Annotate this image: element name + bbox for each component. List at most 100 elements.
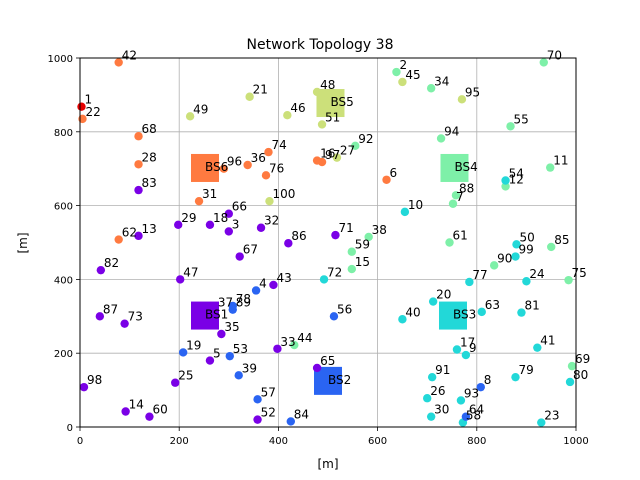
node-label: 19 <box>186 338 201 352</box>
node-label: 64 <box>469 403 484 417</box>
node-label: 16 <box>320 147 335 161</box>
node-label: 12 <box>509 172 524 186</box>
node-point <box>501 176 510 185</box>
y-tick-label: 600 <box>54 202 73 213</box>
node-label: 6 <box>390 166 398 180</box>
node-label: 41 <box>540 334 555 348</box>
node-label: 36 <box>251 151 266 165</box>
node-point <box>174 220 183 229</box>
base-station-label: BS5 <box>330 95 353 109</box>
node-point <box>332 153 342 162</box>
node-label: 81 <box>524 299 539 313</box>
node-label: 53 <box>233 342 248 356</box>
node-point <box>269 280 278 290</box>
node-point <box>501 182 510 191</box>
node-point <box>79 382 89 392</box>
base-station-label: BS4 <box>454 160 477 174</box>
node-label: 4 <box>259 276 267 290</box>
node-point <box>457 95 467 104</box>
node-point <box>546 163 555 172</box>
node-label: 95 <box>465 85 480 99</box>
node-point <box>426 84 436 93</box>
node-label: 48 <box>320 78 335 92</box>
node-point <box>347 264 357 274</box>
node-point <box>210 305 220 314</box>
node-label: 70 <box>547 48 562 62</box>
node-point <box>567 361 577 371</box>
node-label: 99 <box>518 243 533 257</box>
node-label: 66 <box>232 200 247 214</box>
node-label: 57 <box>261 385 276 399</box>
node-label: 74 <box>271 138 286 152</box>
y-tick-label: 800 <box>54 128 73 139</box>
base-station-label: BS1 <box>205 308 228 322</box>
node-point <box>283 110 292 120</box>
node-label: 26 <box>430 384 445 398</box>
node-point <box>448 199 458 208</box>
x-tick-label: 200 <box>170 436 189 447</box>
node-point <box>134 160 143 169</box>
node-label: 75 <box>572 266 587 280</box>
node-label: 88 <box>459 181 474 195</box>
node-point <box>235 252 244 261</box>
node-point <box>317 120 327 129</box>
node-point <box>533 343 542 352</box>
node-point <box>251 286 261 295</box>
node-label: 14 <box>129 398 144 412</box>
node-point <box>224 209 233 218</box>
chart-title: Network Topology 38 <box>247 37 394 53</box>
node-label: 58 <box>466 409 481 423</box>
x-axis-label: [m] <box>317 457 338 471</box>
node-point <box>312 363 322 373</box>
node-point <box>427 372 437 382</box>
node-point <box>476 382 485 392</box>
grid-lines <box>79 57 577 428</box>
node-point <box>134 185 143 195</box>
node-point <box>134 132 143 141</box>
node-label: 35 <box>224 320 239 334</box>
node-label: 13 <box>142 222 157 236</box>
node-point <box>134 231 143 241</box>
node-label: 45 <box>405 68 420 82</box>
base-station-marker <box>440 153 469 182</box>
node-label: 83 <box>142 176 157 190</box>
node-label: 23 <box>544 409 559 423</box>
node-label: 73 <box>128 310 143 324</box>
node-label: 18 <box>213 211 228 225</box>
node-point <box>256 223 266 232</box>
node-point <box>398 77 407 87</box>
node-point <box>121 407 130 416</box>
base-station-label: BS6 <box>205 160 228 174</box>
node-label: 32 <box>264 214 279 228</box>
x-tick-label: 0 <box>77 436 83 447</box>
node-point <box>428 297 438 306</box>
node-point <box>477 307 486 317</box>
node-label: 40 <box>405 305 420 319</box>
node-label: 51 <box>325 110 340 124</box>
node-label: 68 <box>142 122 157 136</box>
node-point <box>205 356 215 365</box>
node-label: 10 <box>408 198 423 212</box>
node-point <box>436 134 446 143</box>
node-point <box>225 351 234 361</box>
node-point <box>205 220 215 229</box>
node-point <box>185 112 195 121</box>
node-point <box>445 238 454 247</box>
node-label: 96 <box>227 155 242 169</box>
node-point <box>461 412 471 421</box>
label-layer: BS1BS2BS3BS4BS5BS61234567891011121314151… <box>84 48 590 422</box>
base-station-marker <box>438 301 467 330</box>
y-axis-ticks: 0 200 400 600 800 1000 <box>48 54 80 434</box>
node-label: 52 <box>261 406 276 420</box>
node-point <box>537 418 546 427</box>
node-point <box>331 230 340 240</box>
node-point <box>253 415 262 424</box>
node-point <box>456 396 466 405</box>
base-station-marker <box>190 153 219 182</box>
node-label: 97 <box>325 148 340 162</box>
node-label: 67 <box>243 243 258 257</box>
node-label: 3 <box>232 217 240 231</box>
plot-frame <box>79 57 577 428</box>
